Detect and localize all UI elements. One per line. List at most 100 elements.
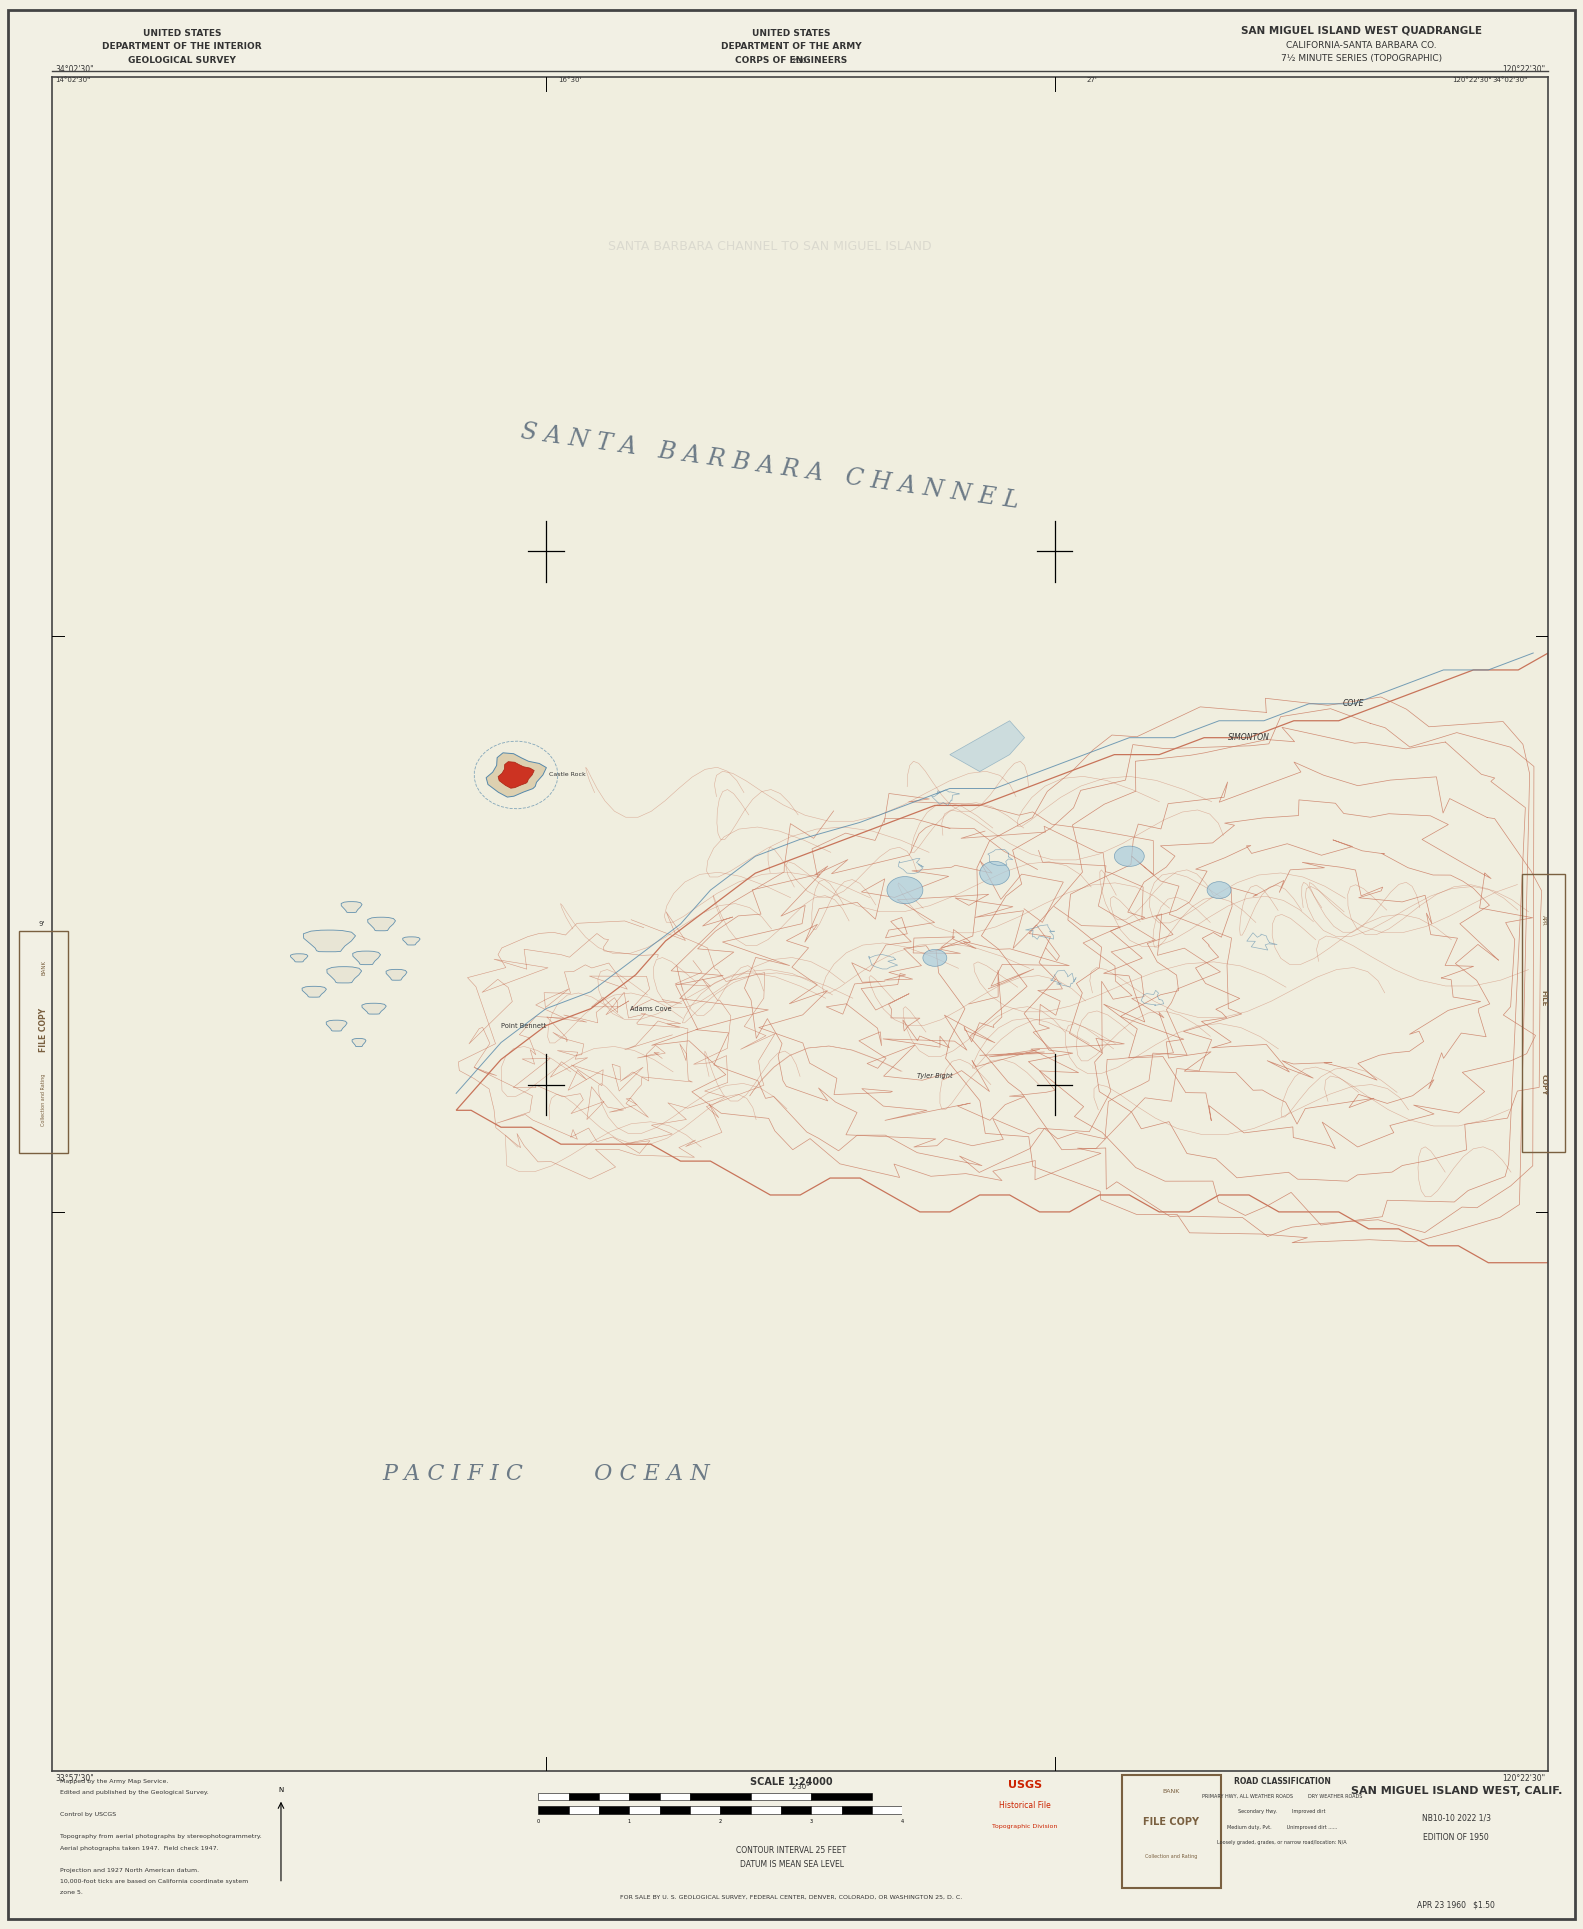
Text: 16°30': 16°30' bbox=[559, 77, 581, 83]
Ellipse shape bbox=[886, 876, 923, 903]
Bar bbox=[842, 1806, 872, 1813]
Polygon shape bbox=[456, 654, 1548, 1263]
Text: 9': 9' bbox=[38, 920, 44, 928]
Text: USGS: USGS bbox=[1008, 1780, 1042, 1790]
Bar bbox=[750, 1806, 780, 1813]
Text: 14°02'30": 14°02'30" bbox=[55, 77, 90, 83]
Bar bbox=[750, 1794, 812, 1800]
Bar bbox=[690, 1806, 720, 1813]
Text: S A N T A   B A R B A R A   C H A N N E L: S A N T A B A R B A R A C H A N N E L bbox=[519, 421, 1021, 513]
Text: 10,000-foot ticks are based on California coordinate system: 10,000-foot ticks are based on Californi… bbox=[60, 1879, 249, 1885]
Text: 34°02'30": 34°02'30" bbox=[55, 66, 93, 73]
Ellipse shape bbox=[923, 949, 947, 966]
Polygon shape bbox=[402, 937, 419, 945]
Text: 3: 3 bbox=[810, 1819, 812, 1823]
Text: GEOLOGICAL SURVEY: GEOLOGICAL SURVEY bbox=[128, 56, 236, 66]
Text: 2'30": 2'30" bbox=[792, 58, 809, 64]
Text: Castle Rock: Castle Rock bbox=[549, 772, 586, 777]
Polygon shape bbox=[351, 1038, 366, 1047]
Text: APR 23 1960   $1.50: APR 23 1960 $1.50 bbox=[1417, 1900, 1496, 1910]
Text: FILE: FILE bbox=[1540, 990, 1547, 1007]
Text: ROAD CLASSIFICATION: ROAD CLASSIFICATION bbox=[1233, 1777, 1331, 1786]
Bar bbox=[630, 1806, 660, 1813]
Text: Historical File: Historical File bbox=[999, 1802, 1051, 1809]
Text: DEPARTMENT OF THE INTERIOR: DEPARTMENT OF THE INTERIOR bbox=[103, 42, 261, 52]
Bar bbox=[598, 1794, 628, 1800]
Bar bbox=[660, 1806, 690, 1813]
Text: 2'30": 2'30" bbox=[792, 1784, 809, 1790]
Text: 34°02'30": 34°02'30" bbox=[1493, 77, 1528, 83]
Bar bbox=[810, 1794, 872, 1800]
Text: EDITION OF 1950: EDITION OF 1950 bbox=[1423, 1833, 1490, 1842]
Text: 27': 27' bbox=[1088, 77, 1097, 83]
Ellipse shape bbox=[1208, 882, 1232, 899]
Bar bbox=[780, 1806, 810, 1813]
Text: Mapped by the Army Map Service.: Mapped by the Army Map Service. bbox=[60, 1779, 168, 1784]
Text: 120°22'30": 120°22'30" bbox=[1452, 77, 1493, 83]
Polygon shape bbox=[326, 1020, 347, 1030]
Text: 2: 2 bbox=[719, 1819, 722, 1823]
Polygon shape bbox=[353, 951, 380, 964]
Bar bbox=[810, 1806, 842, 1813]
Text: 120°22'30": 120°22'30" bbox=[1502, 1775, 1545, 1782]
Text: PRIMARY HWY, ALL WEATHER ROADS          DRY WEATHER ROADS: PRIMARY HWY, ALL WEATHER ROADS DRY WEATH… bbox=[1201, 1794, 1363, 1800]
Polygon shape bbox=[950, 721, 1024, 772]
Text: Collection and Rating: Collection and Rating bbox=[41, 1073, 46, 1127]
Bar bbox=[630, 1794, 660, 1800]
Text: Secondary Hwy.          Improved dirt: Secondary Hwy. Improved dirt bbox=[1238, 1809, 1327, 1815]
Text: CORPS OF ENGINEERS: CORPS OF ENGINEERS bbox=[736, 56, 847, 66]
Polygon shape bbox=[367, 916, 396, 932]
Text: Projection and 1927 North American datum.: Projection and 1927 North American datum… bbox=[60, 1867, 199, 1873]
Polygon shape bbox=[302, 986, 326, 997]
Text: Adams Cove: Adams Cove bbox=[630, 1005, 671, 1011]
Text: COVE: COVE bbox=[1342, 700, 1365, 708]
Polygon shape bbox=[342, 901, 363, 912]
Text: Aerial photographs taken 1947.  Field check 1947.: Aerial photographs taken 1947. Field che… bbox=[60, 1846, 218, 1850]
Text: P A C I F I C          O C E A N: P A C I F I C O C E A N bbox=[382, 1464, 709, 1485]
Text: UNITED STATES: UNITED STATES bbox=[752, 29, 831, 39]
Bar bbox=[720, 1806, 750, 1813]
Bar bbox=[568, 1806, 598, 1813]
Text: FOR SALE BY U. S. GEOLOGICAL SURVEY, FEDERAL CENTER, DENVER, COLORADO, OR WASHIN: FOR SALE BY U. S. GEOLOGICAL SURVEY, FED… bbox=[621, 1894, 962, 1900]
Polygon shape bbox=[386, 970, 407, 980]
Text: FILE COPY: FILE COPY bbox=[1143, 1817, 1200, 1827]
Text: N: N bbox=[279, 1788, 283, 1794]
Text: Loosely graded, grades, or narrow road/location: N/A: Loosely graded, grades, or narrow road/l… bbox=[1217, 1840, 1347, 1846]
Polygon shape bbox=[499, 762, 533, 789]
Text: NB10-10 2022 1/3: NB10-10 2022 1/3 bbox=[1422, 1813, 1491, 1823]
Text: BANK: BANK bbox=[41, 961, 46, 974]
Text: SANTA BARBARA CHANNEL TO SAN MIGUEL ISLAND: SANTA BARBARA CHANNEL TO SAN MIGUEL ISLA… bbox=[608, 239, 932, 253]
Polygon shape bbox=[304, 930, 356, 951]
Text: Tyler Bight: Tyler Bight bbox=[917, 1073, 953, 1080]
Text: Topographic Division: Topographic Division bbox=[993, 1823, 1057, 1829]
Bar bbox=[872, 1806, 902, 1813]
Text: 7½ MINUTE SERIES (TOPOGRAPHIC): 7½ MINUTE SERIES (TOPOGRAPHIC) bbox=[1281, 54, 1442, 64]
Polygon shape bbox=[326, 966, 361, 984]
Polygon shape bbox=[486, 752, 546, 797]
Text: Topography from aerial photographs by stereophotogrammetry.: Topography from aerial photographs by st… bbox=[60, 1834, 261, 1840]
Text: COPY: COPY bbox=[1540, 1074, 1547, 1096]
Text: SAN MIGUEL ISLAND WEST QUADRANGLE: SAN MIGUEL ISLAND WEST QUADRANGLE bbox=[1241, 25, 1482, 35]
Text: Point Bennett: Point Bennett bbox=[500, 1022, 546, 1028]
Bar bbox=[690, 1794, 750, 1800]
Text: Edited and published by the Geological Survey.: Edited and published by the Geological S… bbox=[60, 1790, 209, 1794]
Polygon shape bbox=[363, 1003, 386, 1015]
Bar bbox=[568, 1794, 598, 1800]
Text: FILE COPY: FILE COPY bbox=[40, 1009, 47, 1051]
Text: SIMONTON: SIMONTON bbox=[1228, 733, 1270, 743]
Text: BANK: BANK bbox=[1164, 1788, 1179, 1794]
Ellipse shape bbox=[1114, 847, 1145, 866]
Text: SCALE 1:24000: SCALE 1:24000 bbox=[750, 1777, 833, 1786]
Ellipse shape bbox=[980, 862, 1010, 885]
Bar bbox=[538, 1794, 568, 1800]
Text: zone 5.: zone 5. bbox=[60, 1890, 82, 1896]
Text: DATUM IS MEAN SEA LEVEL: DATUM IS MEAN SEA LEVEL bbox=[739, 1860, 844, 1869]
Text: Control by USCGS: Control by USCGS bbox=[60, 1811, 116, 1817]
Text: CONTOUR INTERVAL 25 FEET: CONTOUR INTERVAL 25 FEET bbox=[736, 1846, 847, 1856]
Text: 0: 0 bbox=[537, 1819, 540, 1823]
Polygon shape bbox=[291, 953, 309, 963]
Text: 33°57'30": 33°57'30" bbox=[55, 1775, 93, 1782]
Text: 120°22'30": 120°22'30" bbox=[1502, 66, 1545, 73]
Text: CALIFORNIA-SANTA BARBARA CO.: CALIFORNIA-SANTA BARBARA CO. bbox=[1285, 41, 1437, 50]
Bar bbox=[598, 1806, 628, 1813]
